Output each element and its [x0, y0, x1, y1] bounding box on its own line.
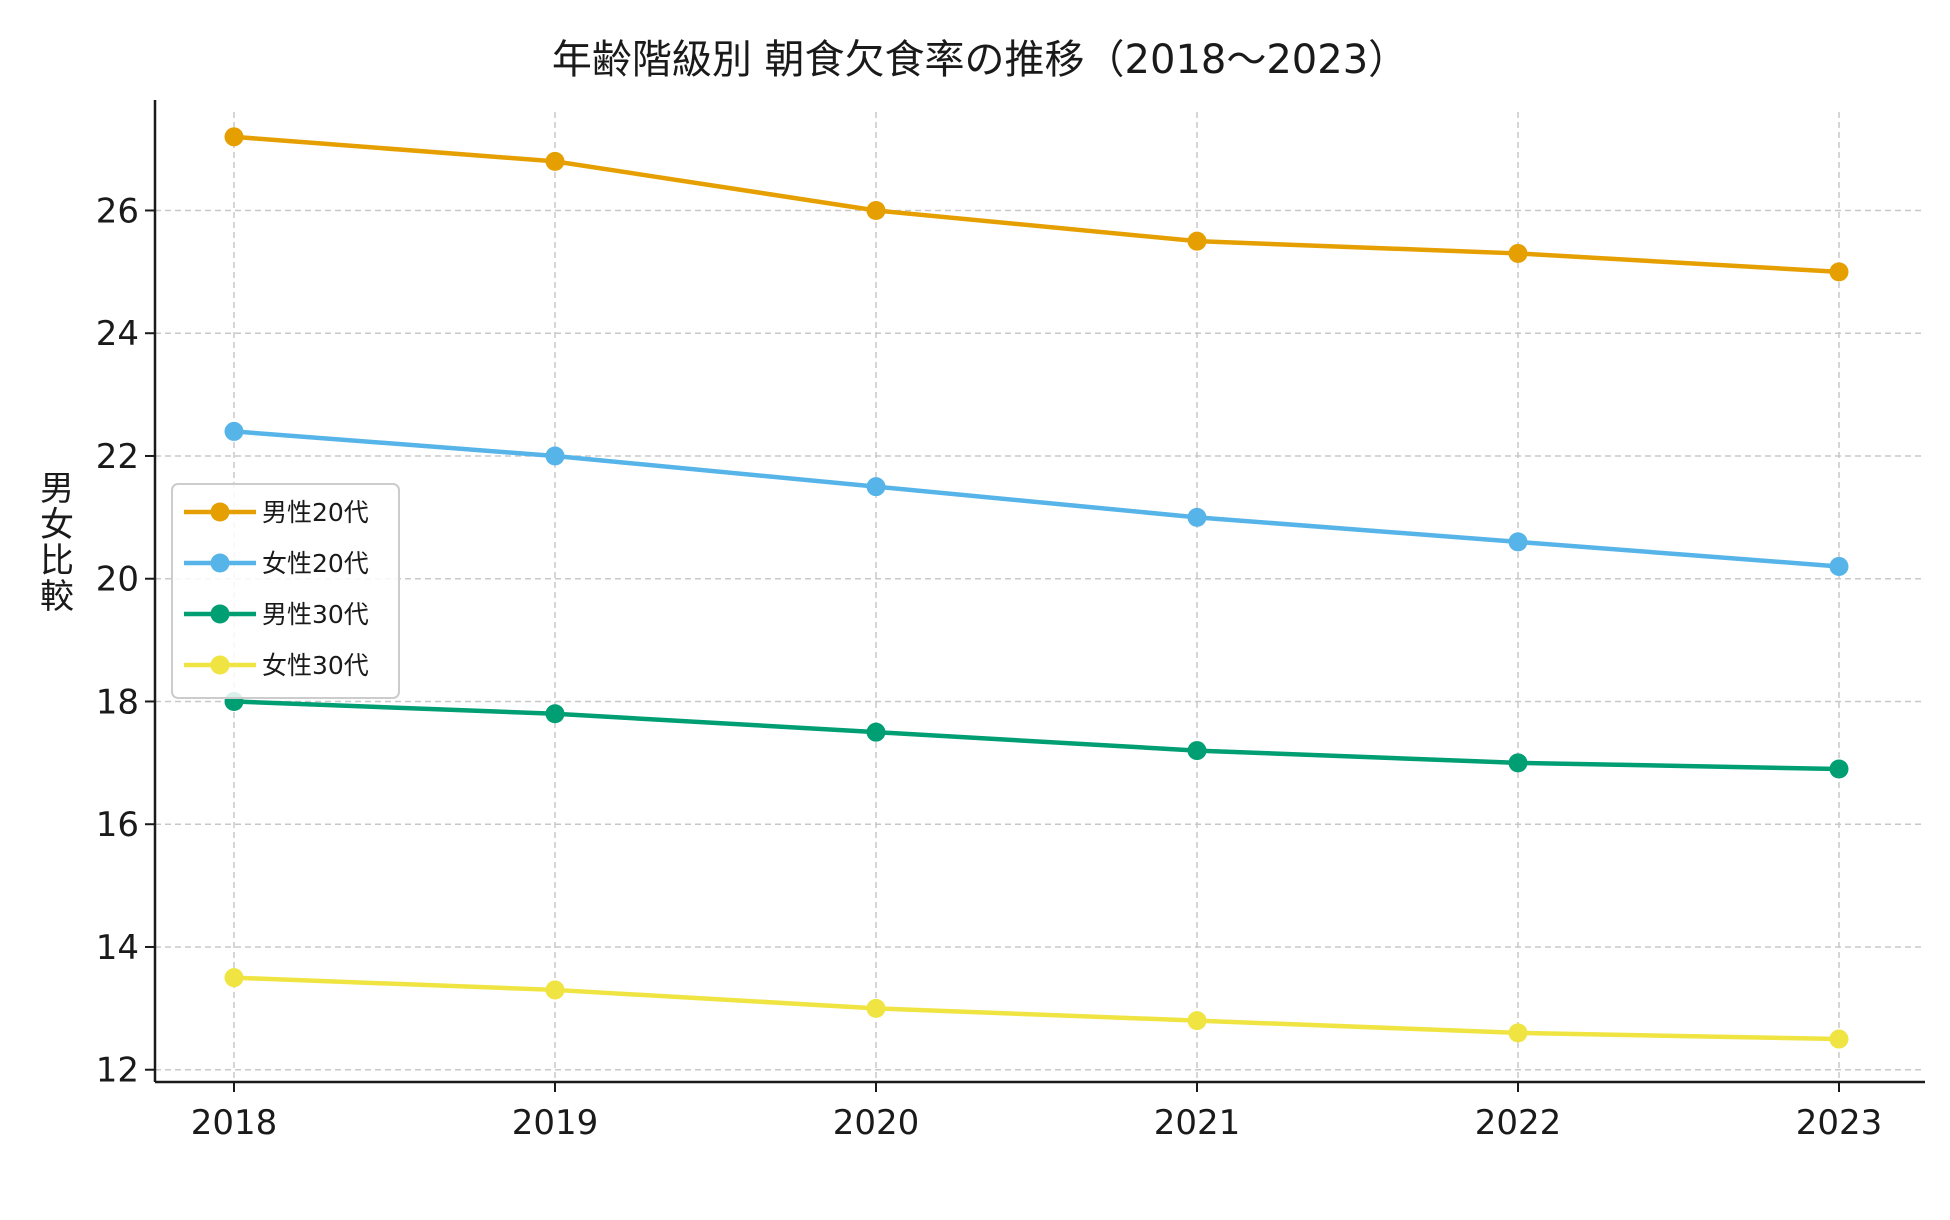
legend-label: 女性20代	[262, 549, 369, 578]
data-point	[1187, 1011, 1207, 1031]
data-point	[545, 704, 565, 724]
x-ticks: 2018 2019 2020 2021 2022 2023	[191, 1082, 1883, 1143]
data-point	[1829, 1029, 1849, 1049]
y-axis-label-char: 比	[40, 541, 74, 581]
legend-swatch-marker	[210, 655, 230, 675]
data-point	[1508, 1023, 1528, 1043]
data-point	[866, 998, 886, 1018]
data-point	[1187, 507, 1207, 527]
y-ticks: 12 14 16 18 20 22 24 26	[96, 191, 155, 1091]
data-point	[1508, 532, 1528, 552]
legend-swatch-marker	[210, 604, 230, 624]
data-point	[545, 446, 565, 466]
y-tick-label: 18	[96, 682, 139, 722]
data-point	[866, 200, 886, 220]
x-tick-label: 2022	[1475, 1103, 1562, 1143]
data-point	[866, 722, 886, 742]
data-point	[224, 421, 244, 441]
y-tick-label: 14	[96, 928, 139, 968]
data-point	[1187, 741, 1207, 761]
series-line	[233, 699, 1840, 772]
data-point	[545, 151, 565, 171]
data-point	[1508, 243, 1528, 263]
data-point	[1829, 556, 1849, 576]
x-tick-label: 2020	[833, 1103, 920, 1143]
data-point	[224, 127, 244, 147]
data-point	[224, 968, 244, 988]
grid	[155, 112, 1925, 1082]
legend-label: 女性30代	[262, 651, 369, 680]
y-axis-label-char: 女	[40, 505, 74, 545]
y-tick-label: 24	[96, 314, 139, 354]
series-line	[233, 429, 1840, 569]
data-point	[545, 980, 565, 1000]
x-tick-label: 2018	[191, 1103, 278, 1143]
data-point	[1187, 231, 1207, 251]
y-tick-label: 12	[96, 1051, 139, 1091]
legend-box	[171, 483, 400, 699]
chart-title: 年齢階級別 朝食欠食率の推移（2018〜2023）	[552, 37, 1408, 83]
y-tick-label: 26	[96, 191, 139, 231]
y-tick-label: 16	[96, 805, 139, 845]
data-point	[866, 477, 886, 497]
x-tick-label: 2023	[1796, 1103, 1883, 1143]
legend-label: 男性20代	[262, 498, 369, 527]
series-lines	[224, 127, 1849, 1049]
data-point	[1508, 753, 1528, 773]
y-tick-label: 22	[96, 437, 139, 477]
series-line	[233, 975, 1840, 1042]
y-tick-label: 20	[96, 560, 139, 600]
y-axis-label-char: 男	[40, 469, 74, 509]
axes	[153, 100, 1925, 1084]
series-line	[233, 134, 1840, 275]
legend-swatch-marker	[210, 553, 230, 573]
data-point	[1829, 262, 1849, 282]
data-point	[1829, 759, 1849, 779]
legend-label: 男性30代	[262, 600, 369, 629]
legend-swatch-marker	[210, 502, 230, 522]
y-axis-label-char: 較	[40, 577, 74, 617]
x-tick-label: 2021	[1154, 1103, 1241, 1143]
x-tick-label: 2019	[512, 1103, 599, 1143]
